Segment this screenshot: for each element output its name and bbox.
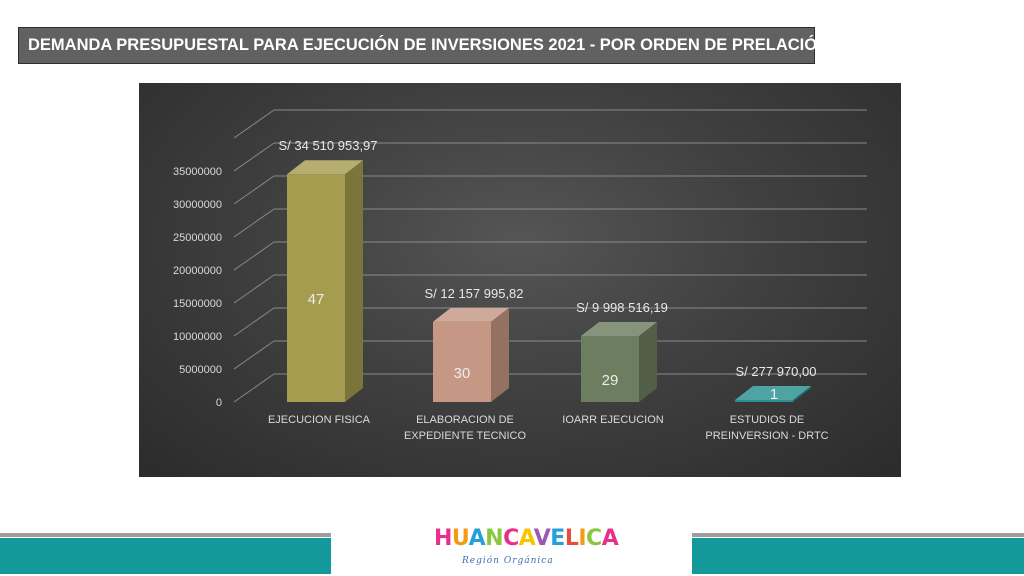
logo-letter: L [564, 526, 579, 551]
logo-letter: U [451, 526, 469, 551]
bar-top [581, 322, 657, 337]
x-category-label: IOARR EJECUCION [562, 414, 664, 426]
bar-side [345, 160, 363, 402]
footer-bar-left [0, 538, 331, 574]
gridline-side [233, 175, 275, 205]
huancavelica-logo: HUANCAVELICA Región Orgánica [434, 526, 619, 572]
y-tick-label: 0 [216, 397, 222, 409]
bar-top [433, 307, 509, 322]
logo-letter: E [550, 526, 565, 551]
logo-letter: H [434, 526, 452, 551]
logo-letter: C [586, 526, 602, 551]
bar [433, 321, 491, 402]
bar [735, 400, 793, 402]
bar-count-label: 29 [602, 372, 619, 389]
gridline-side [233, 274, 275, 304]
logo-letter: A [601, 526, 619, 551]
logo-wordmark: HUANCAVELICA [434, 526, 619, 551]
x-category-label: EXPEDIENTE TECNICO [404, 430, 526, 442]
x-category-label: PREINVERSION - DRTC [705, 430, 828, 442]
logo-letter: I [578, 526, 587, 551]
page-title: DEMANDA PRESUPUESTAL PARA EJECUCIÓN DE I… [18, 27, 829, 64]
logo-letter: C [503, 526, 519, 551]
bar-count-label: 47 [308, 291, 325, 308]
footer-line-left [0, 533, 331, 537]
y-tick-label: 35000000 [173, 166, 222, 178]
bar-side [491, 307, 509, 402]
logo-subtitle: Región Orgánica [462, 556, 554, 566]
logo-letter: V [533, 526, 551, 551]
bar-value-label: S/ 277 970,00 [736, 364, 817, 379]
gridline-side [233, 340, 275, 370]
bar-chart: 0 5000000 10000000 15000000 20000000 25000000… [173, 109, 867, 442]
x-category-label: ELABORACION DE [416, 414, 514, 426]
bar-count-label: 30 [454, 365, 471, 382]
y-tick-label: 5000000 [179, 364, 222, 376]
y-tick-label: 30000000 [173, 199, 222, 211]
gridline-side [233, 109, 275, 139]
y-tick-label: 25000000 [173, 232, 222, 244]
bar-top [735, 386, 811, 400]
y-tick-label: 10000000 [173, 331, 222, 343]
bar-count-label: 1 [770, 386, 778, 403]
bar-value-label: S/ 34 510 953,97 [278, 138, 377, 153]
gridline-side [233, 373, 275, 403]
logo-letter: A [468, 526, 486, 551]
x-category-label: EJECUCION FISICA [268, 414, 371, 426]
logo-letter: N [485, 526, 504, 551]
bar-side [793, 386, 811, 402]
bar-side [639, 322, 657, 402]
gridline-side [233, 142, 275, 172]
footer-bar-right [692, 538, 1024, 574]
bar [287, 174, 345, 402]
logo-letter: A [518, 526, 535, 551]
bar-value-label: S/ 12 157 995,82 [424, 286, 523, 301]
gridline-side [233, 241, 275, 271]
footer-line-right [692, 533, 1024, 537]
y-tick-label: 15000000 [173, 298, 222, 310]
bar-value-label: S/ 9 998 516,19 [576, 300, 668, 315]
gridline-side [233, 307, 275, 337]
bar [581, 336, 639, 402]
bar-top [287, 160, 363, 175]
chart-panel: 0 5000000 10000000 15000000 20000000 25000000… [139, 83, 901, 477]
gridline-side [233, 208, 275, 238]
y-tick-label: 20000000 [173, 265, 222, 277]
x-category-label: ESTUDIOS DE [730, 414, 805, 426]
